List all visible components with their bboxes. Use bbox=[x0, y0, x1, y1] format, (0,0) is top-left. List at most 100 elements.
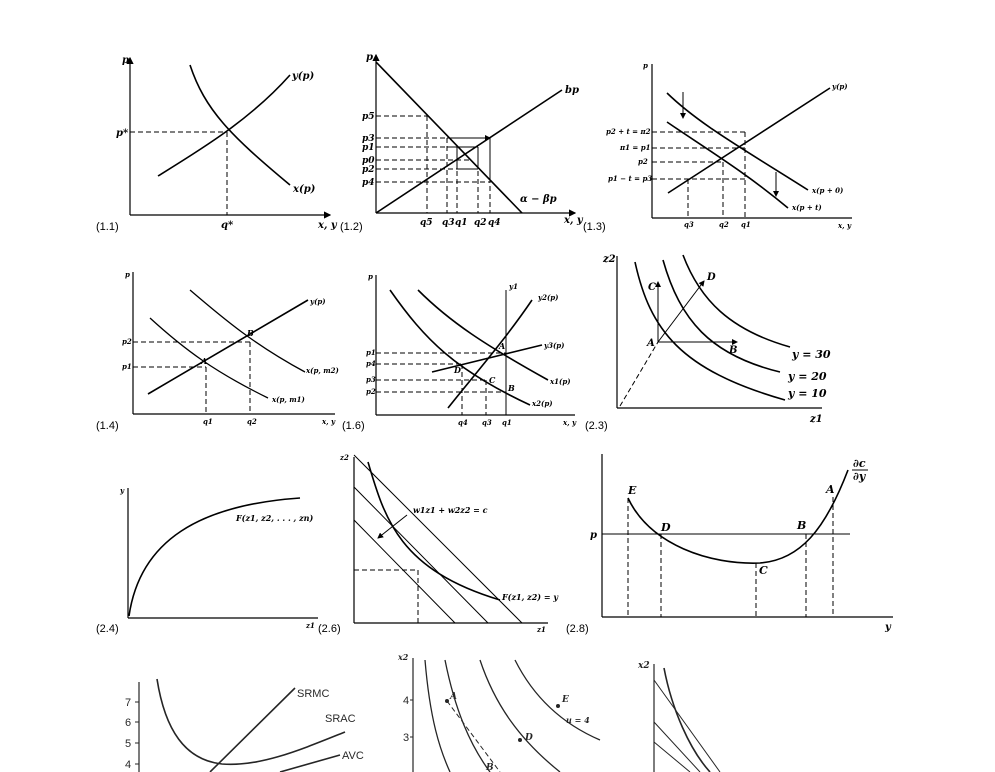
figure-number: (1.4) bbox=[96, 420, 119, 432]
point-a: A bbox=[825, 483, 835, 496]
price-p2: p2 bbox=[362, 165, 375, 175]
p-axis-label: p bbox=[366, 52, 373, 63]
curve-label-den: ∂y bbox=[853, 470, 867, 483]
price-label-1: p2 + t = π2 bbox=[606, 127, 651, 136]
y-axis-label: y bbox=[884, 622, 892, 633]
supply-label: bp bbox=[565, 85, 579, 96]
curve-x2-label: x2(p) bbox=[531, 399, 553, 408]
figure-1-4: p p2 p1 q1 q2 A B x, y y(p) x(p, m2) x(p… bbox=[96, 270, 339, 432]
isocost-2 bbox=[353, 486, 489, 624]
figure-number: (2.3) bbox=[585, 420, 608, 432]
figure-number: (1.1) bbox=[96, 221, 119, 233]
p-star-label: p* bbox=[116, 128, 129, 139]
point-d: D bbox=[706, 272, 716, 283]
z1-axis-label: z1 bbox=[809, 414, 823, 425]
figure-number: (1.2) bbox=[340, 221, 363, 233]
demand-curve-0 bbox=[666, 92, 809, 191]
production-function bbox=[128, 497, 301, 617]
x-axis-label: x, y bbox=[317, 220, 338, 231]
figure-number: (1.3) bbox=[583, 221, 606, 233]
z2-axis-label: z2 bbox=[602, 254, 616, 265]
tick-7: 7 bbox=[125, 697, 131, 709]
isocost-3 bbox=[353, 454, 523, 624]
qty-q2: q2 bbox=[719, 220, 729, 229]
price-p4: p4 bbox=[362, 178, 375, 188]
isoquant-10-label: y = 10 bbox=[787, 387, 827, 400]
point-d: D bbox=[524, 733, 533, 743]
figure-indifference-curves: x2 4 3 A E D B u = 4 bbox=[397, 652, 601, 772]
tick-4: 4 bbox=[125, 759, 131, 771]
tick-5: 5 bbox=[125, 738, 131, 750]
supply-label: y(p) bbox=[309, 297, 326, 306]
point-a: A bbox=[646, 338, 655, 349]
q-star-label: q* bbox=[221, 220, 234, 231]
qty-q1: q1 bbox=[741, 220, 751, 229]
point-b: B bbox=[246, 328, 254, 338]
point-b: B bbox=[796, 519, 806, 532]
y-axis-label: y bbox=[119, 486, 125, 495]
curve-y3 bbox=[431, 344, 543, 373]
demand-m1-label: x(p, m1) bbox=[271, 395, 305, 404]
tick-6: 6 bbox=[125, 717, 131, 729]
point-c: C bbox=[648, 282, 656, 293]
figure-1-3: p p2 + t = π2 π1 = p1 p2 p1 − t = p3 q3 … bbox=[583, 61, 852, 233]
demand-label: α − βp bbox=[520, 194, 557, 205]
figure-2-3: z2 z1 y = 30 y = 20 y = 10 A B C D (2.3) bbox=[585, 254, 831, 432]
point-a: A bbox=[498, 341, 505, 351]
supply-curve bbox=[157, 74, 291, 177]
price-p1: p1 bbox=[362, 143, 375, 153]
curve-label-num: ∂c bbox=[853, 457, 866, 470]
tick-4: 4 bbox=[403, 695, 409, 707]
qty-q2: q2 bbox=[247, 417, 257, 426]
figure-2-6: z2 z1 w1z1 + w2z2 = c F(z1, z2) = y (2.6… bbox=[318, 453, 559, 635]
figure-number: (2.8) bbox=[566, 623, 589, 635]
qty-q5: q5 bbox=[420, 218, 433, 228]
isocost-1 bbox=[353, 519, 456, 624]
point-e: E bbox=[627, 484, 637, 497]
avc-label: AVC bbox=[342, 750, 364, 762]
qty-q4: q4 bbox=[458, 418, 468, 427]
qty-q3: q3 bbox=[482, 418, 492, 427]
price-label-2: π1 = p1 bbox=[619, 143, 651, 152]
supply-line bbox=[667, 87, 831, 194]
qty-q2: q2 bbox=[474, 218, 487, 228]
isoquant bbox=[367, 461, 501, 601]
figure-1-1: p p* q* x, y y(p) x(p) (1.1) bbox=[96, 55, 338, 233]
srmc-line bbox=[209, 687, 296, 772]
srac-label: SRAC bbox=[325, 713, 356, 725]
isoquant-30 bbox=[682, 254, 791, 348]
figure-2-4: y z1 F(z1, z2, . . . , zn) (2.4) bbox=[96, 486, 318, 635]
figure-cost-curves: 7 6 5 4 SRMC SRAC AVC bbox=[125, 678, 364, 772]
price-p2: p2 bbox=[366, 387, 376, 396]
figure-1-6: p y1 y2(p) y3(p) x1(p) x2(p) p1 p4 p3 p2… bbox=[342, 272, 577, 432]
x-axis-label: x, y bbox=[562, 418, 577, 427]
demand-m2-label: x(p, m2) bbox=[305, 366, 339, 375]
point-a: A bbox=[200, 356, 207, 366]
price-p1: p1 bbox=[122, 362, 132, 371]
figure-budget-lines: x2 bbox=[637, 661, 721, 772]
x-axis-label: x, y bbox=[563, 215, 584, 226]
x-axis-label: x, y bbox=[321, 417, 336, 426]
curve-x1-label: x1(p) bbox=[549, 377, 571, 386]
x-axis-label: x, y bbox=[837, 221, 852, 230]
p-axis-label: p bbox=[643, 61, 648, 70]
isoquant-20-label: y = 20 bbox=[787, 370, 827, 383]
p-axis-label: p bbox=[122, 55, 129, 66]
demand-label: x(p) bbox=[292, 184, 316, 195]
y1-label: y1 bbox=[508, 282, 518, 291]
isocost-label: w1z1 + w2z2 = c bbox=[413, 505, 488, 515]
supply-line bbox=[147, 299, 309, 395]
price-p3: p3 bbox=[362, 134, 375, 144]
x-axis-label: z1 bbox=[305, 621, 315, 630]
figure-number: (1.6) bbox=[342, 420, 365, 432]
demand-t-label: x(p + t) bbox=[791, 203, 822, 212]
price-p2: p2 bbox=[122, 337, 132, 346]
isoquant-30-label: y = 30 bbox=[791, 348, 831, 361]
qty-q3: q3 bbox=[442, 218, 455, 228]
demand-0-label: x(p + 0) bbox=[811, 186, 843, 195]
z2-axis-label: z2 bbox=[339, 453, 349, 462]
qty-q1: q1 bbox=[502, 418, 512, 427]
srac-left bbox=[156, 678, 346, 766]
marginal-cost-curve bbox=[627, 469, 849, 564]
